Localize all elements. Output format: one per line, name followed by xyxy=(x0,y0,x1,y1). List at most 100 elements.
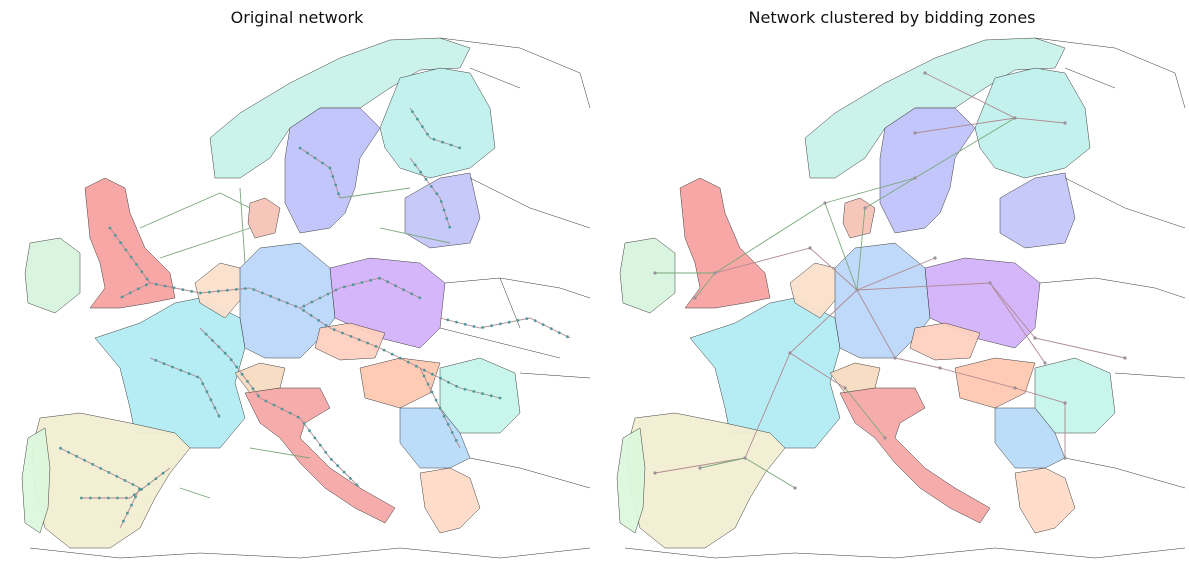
bus-node xyxy=(355,483,359,487)
bus-node xyxy=(324,324,328,327)
bus-node xyxy=(240,372,244,376)
cluster-node xyxy=(713,271,717,275)
bus-node xyxy=(264,399,268,403)
bus-node xyxy=(351,283,355,287)
bus-node xyxy=(324,450,328,454)
zone-romania xyxy=(439,357,521,434)
bus-node xyxy=(209,398,213,402)
bus-node xyxy=(426,382,430,386)
bus-node xyxy=(154,477,158,480)
zone-portugal xyxy=(616,427,646,534)
zone-denmark xyxy=(247,197,281,239)
bus-node xyxy=(414,364,418,368)
bus-node xyxy=(421,125,424,128)
bus-node xyxy=(507,320,511,324)
bus-node xyxy=(256,394,260,398)
panel-original-network: Original network xyxy=(0,0,594,578)
bus-node xyxy=(130,503,133,507)
bus-node xyxy=(326,292,330,296)
bus-node xyxy=(337,192,340,196)
bus-node xyxy=(449,143,453,147)
bus-node xyxy=(107,496,110,500)
bus-node xyxy=(472,325,476,328)
bus-node xyxy=(499,322,502,326)
bus-node xyxy=(398,356,402,360)
bus-node xyxy=(145,277,149,281)
bus-node xyxy=(126,511,129,515)
bus-node xyxy=(246,380,249,383)
zone-czech xyxy=(909,322,981,361)
bus-node xyxy=(269,294,272,298)
bus-node xyxy=(140,270,144,274)
bus-node xyxy=(430,185,433,188)
bus-node xyxy=(161,471,165,475)
bus-node xyxy=(67,450,70,454)
bus-node xyxy=(446,422,450,426)
bus-node xyxy=(438,406,442,410)
bus-node xyxy=(201,382,205,386)
bus-node xyxy=(450,431,454,434)
zone-ireland xyxy=(24,237,81,314)
bus-node xyxy=(131,483,135,486)
bus-node xyxy=(445,217,449,220)
bus-node xyxy=(252,288,256,291)
bus-node xyxy=(435,192,439,196)
zone-sweden xyxy=(284,107,381,234)
bus-node xyxy=(533,319,537,322)
bus-node xyxy=(413,163,417,167)
bus-node xyxy=(378,276,381,280)
bus-node xyxy=(463,387,467,391)
zone-finland xyxy=(379,67,496,179)
bus-node xyxy=(349,335,353,338)
bus-node xyxy=(455,320,458,324)
bus-node xyxy=(343,285,346,289)
cluster-node xyxy=(988,281,992,285)
bus-node xyxy=(336,464,340,468)
bus-node xyxy=(317,319,320,322)
bus-node xyxy=(172,286,176,290)
cluster-node xyxy=(808,246,812,250)
bus-node xyxy=(430,390,434,394)
bus-node xyxy=(431,372,434,376)
bus-node xyxy=(394,284,397,288)
bus-node xyxy=(446,318,450,322)
bus-node xyxy=(179,368,183,372)
bus-node xyxy=(366,341,369,345)
cluster-nodes xyxy=(653,71,1127,490)
bus-node xyxy=(481,392,484,395)
bus-node xyxy=(113,233,117,237)
zone-gb xyxy=(679,177,771,309)
cluster-node xyxy=(1033,336,1037,340)
cluster-node xyxy=(913,176,917,180)
bus-node xyxy=(490,324,493,328)
bus-node xyxy=(410,292,413,296)
bus-node xyxy=(119,241,122,245)
bus-node xyxy=(331,175,335,178)
bus-node xyxy=(163,284,167,288)
bus-node xyxy=(357,338,361,342)
bus-node xyxy=(481,326,485,329)
bus-node xyxy=(454,439,458,442)
bus-node xyxy=(171,365,174,369)
bus-node xyxy=(107,471,111,474)
bus-node xyxy=(140,488,143,491)
zone-italy xyxy=(244,387,396,524)
bus-node xyxy=(442,414,446,418)
bus-node xyxy=(516,319,520,322)
cluster-node xyxy=(938,366,942,370)
bus-node xyxy=(154,358,158,362)
bus-node xyxy=(472,390,476,393)
bus-node xyxy=(122,519,125,523)
bus-node xyxy=(217,289,220,293)
bus-node xyxy=(406,360,410,364)
bus-node xyxy=(458,146,462,150)
cluster-node xyxy=(693,296,697,300)
bus-node xyxy=(154,282,158,286)
bus-node xyxy=(147,482,151,486)
bus-node xyxy=(349,477,352,480)
bus-node xyxy=(108,226,112,230)
bus-node xyxy=(525,317,529,320)
zone-greece xyxy=(419,467,481,534)
bus-node xyxy=(124,248,128,252)
bus-node xyxy=(566,335,569,339)
